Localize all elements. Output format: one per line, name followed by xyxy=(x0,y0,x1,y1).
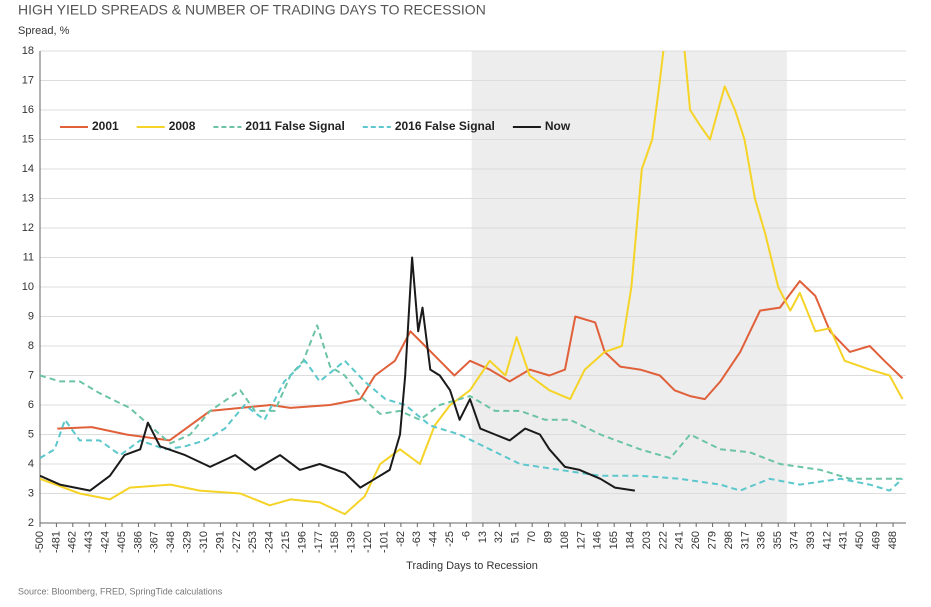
y-tick-label: 8 xyxy=(28,340,34,352)
x-tick-label: -234 xyxy=(264,531,276,553)
x-tick-label: -462 xyxy=(67,531,79,553)
x-tick-label: -367 xyxy=(149,531,161,553)
source-note: Source: Bloomberg, FRED, SpringTide calc… xyxy=(18,586,223,596)
x-tick-label: -272 xyxy=(231,531,243,553)
x-tick-label: -481 xyxy=(50,531,62,553)
x-tick-label: -215 xyxy=(280,531,292,553)
y-tick-label: 10 xyxy=(22,281,34,293)
x-tick-label: 70 xyxy=(526,531,538,543)
x-tick-label: -500 xyxy=(34,531,46,553)
x-tick-label: 488 xyxy=(887,531,899,549)
y-tick-label: 5 xyxy=(28,428,34,440)
chart-title: HIGH YIELD SPREADS & NUMBER OF TRADING D… xyxy=(18,2,486,18)
plot-area xyxy=(40,51,904,516)
x-tick-label: 32 xyxy=(493,531,505,543)
y-tick-label: 9 xyxy=(28,310,34,322)
y-tick-label: 14 xyxy=(22,163,34,175)
x-tick-label: 469 xyxy=(871,531,883,549)
y-tick-label: 18 xyxy=(22,45,34,57)
y-tick-label: 6 xyxy=(28,399,34,411)
x-tick-label: -405 xyxy=(116,531,128,553)
y-tick-label: 16 xyxy=(22,104,34,116)
x-tick-label: 336 xyxy=(756,531,768,549)
x-tick-label: -329 xyxy=(182,531,194,553)
x-tick-label: -177 xyxy=(313,531,325,553)
x-tick-label: 317 xyxy=(739,531,751,549)
x-tick-label: 393 xyxy=(805,531,817,549)
x-tick-label: 146 xyxy=(592,531,604,549)
x-tick-label: -386 xyxy=(132,531,144,553)
y-tick-label: 4 xyxy=(28,458,34,470)
x-tick-label: 203 xyxy=(641,531,653,549)
y-tick-label: 2 xyxy=(28,517,34,529)
legend-label: 2011 False Signal xyxy=(245,119,344,133)
x-tick-label: -139 xyxy=(346,531,358,553)
x-tick-label: 260 xyxy=(690,531,702,549)
legend-label: 2008 xyxy=(169,119,196,133)
y-tick-label: 13 xyxy=(22,192,34,204)
legend-label: Now xyxy=(545,119,571,133)
series-line xyxy=(40,359,904,492)
x-tick-label: -25 xyxy=(444,531,456,547)
x-tick-label: -310 xyxy=(198,531,210,553)
x-tick-label: -424 xyxy=(100,531,112,553)
x-tick-label: -158 xyxy=(329,531,341,553)
x-tick-label: 431 xyxy=(838,531,850,549)
y-tick-label: 17 xyxy=(22,74,34,86)
x-tick-label: 127 xyxy=(575,531,587,549)
x-tick-label: -82 xyxy=(395,531,407,547)
x-tick-label: 13 xyxy=(477,531,489,543)
x-tick-label: 412 xyxy=(821,531,833,549)
legend-label: 2001 xyxy=(92,119,119,133)
series-line xyxy=(40,324,903,480)
y-tick-label: 12 xyxy=(22,222,34,234)
x-tick-label: 222 xyxy=(657,531,669,549)
y-tick-label: 11 xyxy=(23,251,34,263)
x-tick-label: -63 xyxy=(411,531,423,547)
x-tick-label: 89 xyxy=(542,531,554,543)
legend-label: 2016 False Signal xyxy=(395,119,495,133)
x-axis-label: Trading Days to Recession xyxy=(406,560,538,572)
x-tick-label: -101 xyxy=(378,531,390,553)
y-tick-label: 15 xyxy=(22,133,34,145)
x-tick-label: -443 xyxy=(83,531,95,553)
x-tick-label: 279 xyxy=(707,531,719,549)
y-tick-label: 7 xyxy=(28,369,34,381)
series-line xyxy=(40,51,904,516)
x-tick-label: 450 xyxy=(854,531,866,549)
x-tick-label: -348 xyxy=(165,531,177,553)
x-tick-label: -6 xyxy=(460,531,472,541)
x-tick-label: 108 xyxy=(559,531,571,549)
y-axis-label: Spread, % xyxy=(18,25,70,37)
x-tick-label: 51 xyxy=(510,531,522,543)
x-tick-label: -120 xyxy=(362,531,374,553)
x-tick-label: -44 xyxy=(428,531,440,547)
y-tick-label: 3 xyxy=(28,487,34,499)
x-tick-label: 298 xyxy=(723,531,735,549)
x-tick-label: 374 xyxy=(789,531,801,549)
x-tick-label: 165 xyxy=(608,531,620,549)
x-tick-label: -291 xyxy=(214,531,226,553)
x-tick-label: 184 xyxy=(624,531,636,549)
x-tick-label: -196 xyxy=(296,531,308,553)
x-tick-label: 355 xyxy=(772,531,784,549)
x-tick-label: 241 xyxy=(674,531,686,549)
x-tick-label: -253 xyxy=(247,531,259,553)
series-line xyxy=(57,280,904,442)
series-line xyxy=(40,256,636,492)
